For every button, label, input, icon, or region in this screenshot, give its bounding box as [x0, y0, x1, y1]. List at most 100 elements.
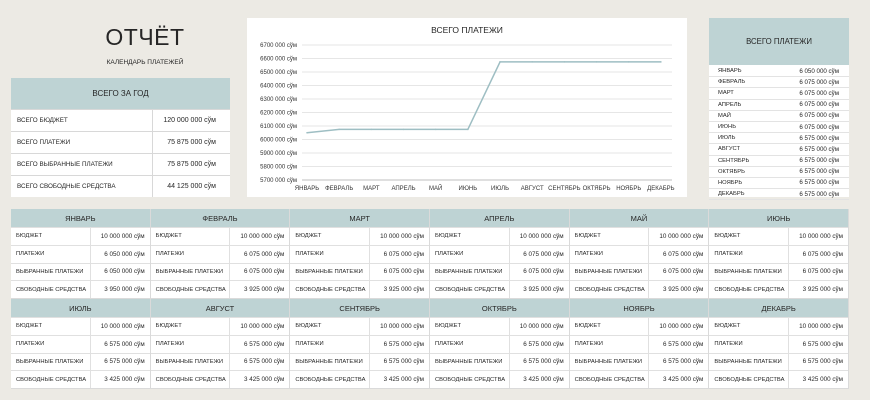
chart-data-point[interactable] [563, 61, 566, 63]
chart-data-point[interactable] [660, 61, 662, 63]
month-row-value[interactable]: 3 425 000 сўм [508, 371, 569, 388]
monthly-total-value[interactable]: 6 575 000 сўм [799, 190, 839, 198]
month-row-value[interactable]: 6 575 000 сўм [648, 353, 708, 371]
month-row-label: ВЫБРАННЫЕ ПЛАТЕЖИ [714, 268, 782, 275]
month-row-value[interactable]: 10 000 000 сўм [369, 228, 429, 245]
month-row-value[interactable]: 6 575 000 сўм [369, 335, 429, 353]
monthly-total-value[interactable]: 6 075 000 сўм [799, 89, 839, 97]
month-row-value[interactable]: 6 075 000 сўм [229, 245, 289, 263]
monthly-total-value[interactable]: 6 575 000 сўм [799, 145, 839, 153]
month-row-value[interactable]: 6 075 000 сўм [508, 245, 569, 263]
month-row-value[interactable]: 3 425 000 сўм [369, 371, 429, 388]
chart-data-point[interactable] [595, 61, 598, 63]
month-card-header: ДЕКАБРЬ [709, 299, 848, 317]
month-card-row: ПЛАТЕЖИ 6 075 000 сўм [709, 244, 848, 263]
monthly-total-value[interactable]: 6 575 000 сўм [799, 168, 839, 176]
month-card-row: БЮДЖЕТ 10 000 000 сўм [150, 317, 290, 335]
month-row-value[interactable]: 10 000 000 сўм [508, 228, 569, 245]
month-row-value[interactable]: 6 575 000 сўм [508, 353, 569, 371]
chart-plot-area: 5700 000 сўм 5800 000 сўм 5900 000 сўм 6000… [260, 42, 675, 192]
month-row-value[interactable]: 6 075 000 сўм [229, 263, 289, 281]
year-summary-value[interactable]: 75 875 000 сўм [152, 154, 230, 175]
month-row-value[interactable]: 6 050 000 сўм [89, 263, 150, 281]
monthly-total-value[interactable]: 6 075 000 сўм [799, 78, 839, 86]
chart-data-point[interactable] [402, 128, 405, 131]
month-row-value[interactable]: 3 925 000 сўм [788, 281, 848, 298]
month-row-value[interactable]: 6 075 000 сўм [369, 263, 429, 281]
monthly-total-value[interactable]: 6 575 000 сўм [799, 179, 839, 187]
monthly-total-value[interactable]: 6 075 000 сўм [799, 101, 839, 109]
year-summary-value[interactable]: 120 000 000 сўм [152, 110, 230, 131]
month-row-value[interactable]: 3 950 000 сўм [89, 281, 150, 298]
chart-data-point[interactable] [627, 61, 630, 63]
month-card-row: БЮДЖЕТ 10 000 000 сўм [709, 227, 848, 245]
month-row-value[interactable]: 6 575 000 сўм [89, 353, 150, 371]
month-row-value[interactable]: 6 075 000 сўм [788, 263, 848, 281]
monthly-total-month: ИЮНЬ [718, 124, 737, 131]
month-row-value[interactable]: 3 925 000 сўм [508, 281, 569, 298]
month-row-value[interactable]: 10 000 000 сўм [788, 318, 848, 335]
month-row-value[interactable]: 6 075 000 сўм [369, 245, 429, 263]
chart-data-point[interactable] [338, 128, 340, 131]
month-row-value[interactable]: 10 000 000 сўм [229, 318, 289, 335]
chart-data-point[interactable] [434, 128, 437, 131]
month-row-value[interactable]: 3 425 000 сўм [89, 371, 150, 388]
monthly-total-value[interactable]: 6 075 000 сўм [799, 112, 839, 120]
chart-xtick-label: АВГУСТ [521, 186, 544, 192]
chart-data-point[interactable] [499, 61, 501, 63]
monthly-total-value[interactable]: 6 050 000 сўм [799, 67, 839, 75]
month-row-value[interactable]: 3 925 000 сўм [229, 281, 289, 298]
chart-data-point[interactable] [370, 128, 373, 131]
month-row-value[interactable]: 3 925 000 сўм [369, 281, 429, 298]
payments-line-chart[interactable]: ВСЕГО ПЛАТЕЖИ 5700 000 сўм 5800 000 сўм 59… [247, 18, 687, 197]
chart-data-point[interactable] [306, 131, 308, 134]
month-row-value[interactable]: 6 575 000 сўм [229, 335, 289, 353]
month-row-value[interactable]: 6 075 000 сўм [508, 263, 569, 281]
month-row-value[interactable]: 3 425 000 сўм [788, 371, 848, 388]
month-row-value[interactable]: 10 000 000 сўм [788, 228, 848, 245]
month-row-value[interactable]: 6 075 000 сўм [648, 263, 708, 281]
month-card-row: ПЛАТЕЖИ 6 075 000 сўм [150, 244, 290, 263]
month-row-value[interactable]: 6 575 000 сўм [508, 335, 569, 353]
month-row-label: ВЫБРАННЫЕ ПЛАТЕЖИ [16, 358, 84, 365]
chart-series-line[interactable] [306, 61, 661, 134]
monthly-total-value[interactable]: 6 575 000 сўм [799, 157, 839, 165]
monthly-total-value[interactable]: 6 575 000 сўм [799, 134, 839, 142]
month-row-label: БЮДЖЕТ [714, 233, 741, 240]
month-row-value[interactable]: 10 000 000 сўм [369, 318, 429, 335]
month-row-value[interactable]: 6 575 000 сўм [229, 353, 289, 371]
month-row-value[interactable]: 3 425 000 сўм [229, 371, 289, 388]
chart-ytick-label: 6200 000 сўм [260, 110, 297, 117]
month-row-value[interactable]: 6 575 000 сўм [369, 353, 429, 371]
month-row-value[interactable]: 6 575 000 сўм [648, 335, 708, 353]
month-row-value[interactable]: 6 575 000 сўм [788, 335, 848, 353]
monthly-total-row: СЕНТЯБРЬ 6 575 000 сўм [709, 156, 849, 167]
year-summary-row: ВСЕГО ВЫБРАННЫЕ ПЛАТЕЖИ 75 875 000 сўм [11, 153, 230, 175]
month-row-value[interactable]: 6 575 000 сўм [788, 353, 848, 371]
month-row-value[interactable]: 6 075 000 сўм [788, 245, 848, 263]
month-row-value[interactable]: 10 000 000 сўм [508, 318, 569, 335]
month-card-row: БЮДЖЕТ 10 000 000 сўм [569, 317, 709, 335]
chart-xtick-label: АПРЕЛЬ [391, 186, 415, 192]
chart-xtick-label: ФЕВРАЛЬ [325, 186, 353, 192]
year-summary-value[interactable]: 75 875 000 сўм [152, 132, 230, 153]
month-row-value[interactable]: 6 575 000 сўм [89, 335, 150, 353]
month-row-value[interactable]: 6 075 000 сўм [648, 245, 708, 263]
month-row-value[interactable]: 10 000 000 сўм [89, 318, 150, 335]
monthly-total-value[interactable]: 6 075 000 сўм [799, 123, 839, 131]
month-row-label: ВЫБРАННЫЕ ПЛАТЕЖИ [295, 268, 363, 275]
month-row-value[interactable]: 10 000 000 сўм [229, 228, 289, 245]
month-row-value[interactable]: 6 050 000 сўм [89, 245, 150, 263]
chart-data-point[interactable] [467, 128, 469, 131]
chart-data-point[interactable] [531, 61, 534, 63]
month-row-value[interactable]: 10 000 000 сўм [648, 318, 708, 335]
month-row-label: ВЫБРАННЫЕ ПЛАТЕЖИ [16, 268, 84, 275]
year-summary-value[interactable]: 44 125 000 сўм [152, 176, 230, 197]
month-row-value[interactable]: 3 925 000 сўм [648, 281, 708, 298]
month-row-value[interactable]: 3 425 000 сўм [648, 371, 708, 388]
month-row-label: БЮДЖЕТ [574, 233, 601, 240]
year-summary-row: ВСЕГО СВОБОДНЫЕ СРЕДСТВА 44 125 000 сўм [11, 175, 230, 197]
month-row-value[interactable]: 10 000 000 сўм [648, 228, 708, 245]
month-row-value[interactable]: 10 000 000 сўм [89, 228, 150, 245]
month-card-header: АПРЕЛЬ [430, 209, 569, 227]
